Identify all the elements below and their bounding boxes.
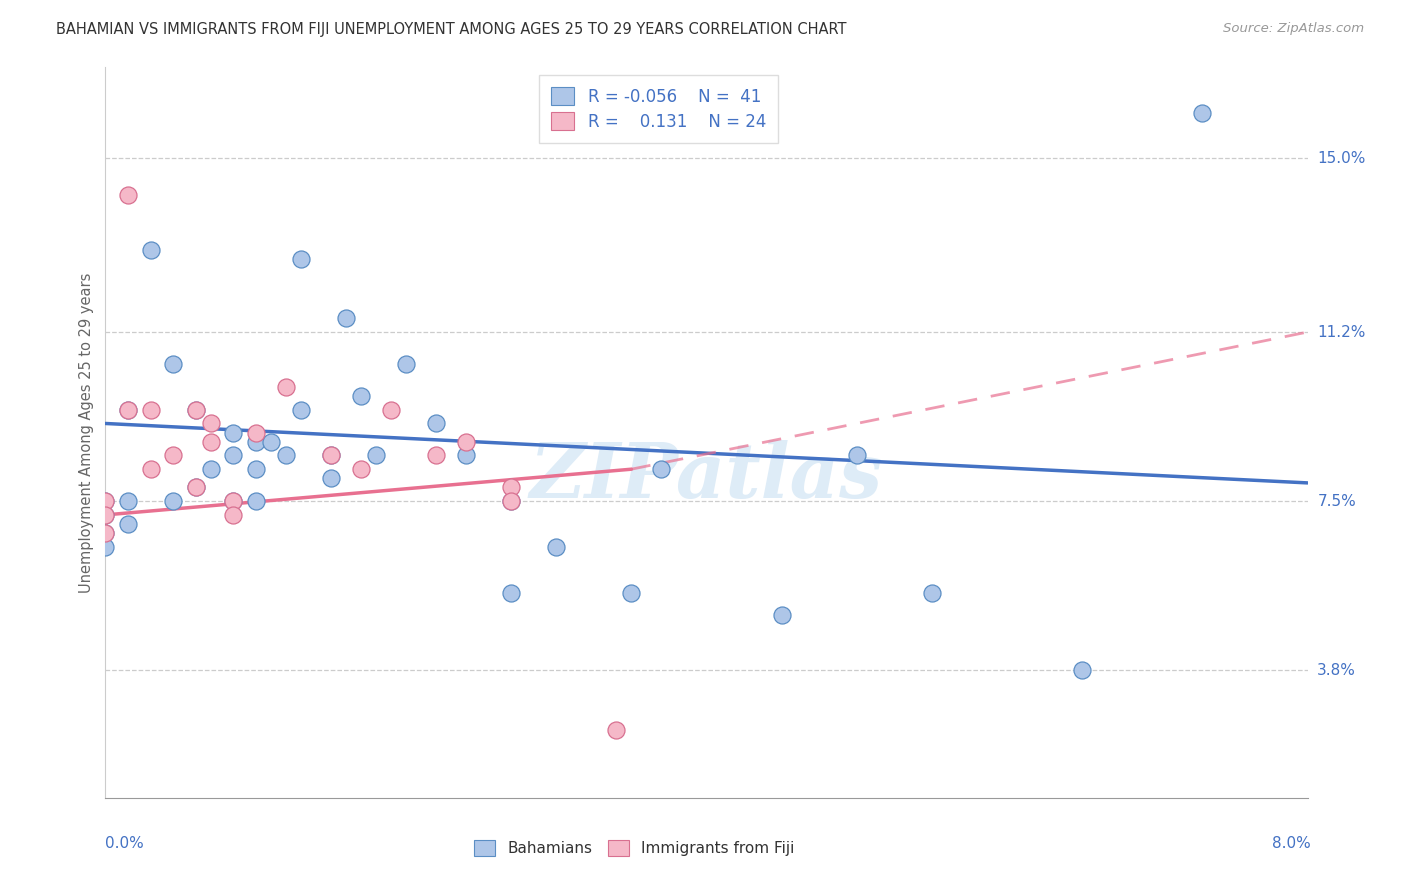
Text: ZIPatlas: ZIPatlas	[530, 440, 883, 514]
Point	[117, 188, 139, 202]
Point	[650, 462, 672, 476]
Text: BAHAMIAN VS IMMIGRANTS FROM FIJI UNEMPLOYMENT AMONG AGES 25 TO 29 YEARS CORRELAT: BAHAMIAN VS IMMIGRANTS FROM FIJI UNEMPLO…	[56, 22, 846, 37]
Point	[200, 462, 222, 476]
Point	[319, 449, 342, 463]
Text: 8.0%: 8.0%	[1271, 836, 1310, 851]
Point	[845, 449, 868, 463]
Point	[222, 508, 245, 522]
Point	[335, 311, 357, 326]
Y-axis label: Unemployment Among Ages 25 to 29 years: Unemployment Among Ages 25 to 29 years	[79, 272, 94, 593]
Point	[395, 357, 418, 371]
Point	[1071, 664, 1094, 678]
Point	[162, 357, 184, 371]
Point	[501, 494, 523, 508]
Point	[454, 434, 477, 449]
Point	[380, 402, 402, 417]
Point	[184, 481, 207, 495]
Point	[94, 494, 117, 508]
Point	[162, 494, 184, 508]
Point	[245, 434, 267, 449]
Point	[605, 723, 627, 737]
Point	[501, 494, 523, 508]
Text: 11.2%: 11.2%	[1317, 325, 1365, 340]
Text: 15.0%: 15.0%	[1317, 151, 1365, 166]
Point	[260, 434, 283, 449]
Point	[200, 417, 222, 431]
Point	[274, 449, 297, 463]
Text: Source: ZipAtlas.com: Source: ZipAtlas.com	[1223, 22, 1364, 36]
Point	[94, 508, 117, 522]
Point	[162, 449, 184, 463]
Legend: Bahamians, Immigrants from Fiji: Bahamians, Immigrants from Fiji	[468, 834, 801, 863]
Point	[350, 389, 373, 403]
Point	[319, 449, 342, 463]
Point	[319, 471, 342, 485]
Point	[222, 425, 245, 440]
Point	[139, 243, 162, 257]
Point	[139, 402, 162, 417]
Point	[245, 425, 267, 440]
Point	[274, 380, 297, 394]
Point	[94, 526, 117, 541]
Point	[454, 449, 477, 463]
Point	[245, 494, 267, 508]
Point	[290, 252, 312, 266]
Point	[222, 494, 245, 508]
Point	[94, 540, 117, 554]
Point	[222, 494, 245, 508]
Text: 3.8%: 3.8%	[1317, 663, 1357, 678]
Point	[921, 585, 943, 599]
Point	[184, 402, 207, 417]
Point	[117, 402, 139, 417]
Point	[290, 402, 312, 417]
Point	[139, 462, 162, 476]
Point	[245, 462, 267, 476]
Point	[94, 526, 117, 541]
Point	[1191, 105, 1213, 120]
Point	[200, 434, 222, 449]
Point	[501, 585, 523, 599]
Point	[94, 494, 117, 508]
Point	[425, 417, 447, 431]
Point	[117, 494, 139, 508]
Point	[364, 449, 387, 463]
Point	[94, 508, 117, 522]
Point	[117, 402, 139, 417]
Text: 0.0%: 0.0%	[105, 836, 145, 851]
Point	[770, 608, 793, 623]
Point	[222, 449, 245, 463]
Text: 7.5%: 7.5%	[1317, 493, 1355, 508]
Point	[501, 481, 523, 495]
Point	[184, 402, 207, 417]
Point	[117, 517, 139, 532]
Point	[620, 585, 643, 599]
Point	[184, 481, 207, 495]
Point	[546, 540, 568, 554]
Point	[350, 462, 373, 476]
Point	[425, 449, 447, 463]
